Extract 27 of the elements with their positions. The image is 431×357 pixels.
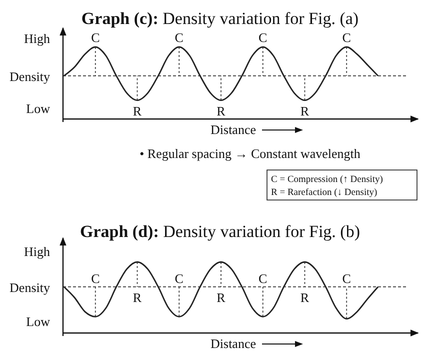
text: C: [174, 30, 184, 45]
chart-title: Graph (c): Density variation for Fig. (a): [81, 9, 359, 28]
annotation: R: [132, 290, 142, 305]
annotation: R: [300, 103, 310, 118]
text: High: [24, 31, 50, 46]
annotation: C: [258, 270, 268, 286]
text: High: [24, 244, 50, 259]
x-axis-title: Distance: [210, 336, 256, 351]
annotation: R: [216, 290, 226, 305]
annotation: C: [174, 270, 184, 286]
x-axis-title: Distance: [210, 122, 256, 137]
text: C = Compression (↑ Density): [271, 175, 383, 185]
text: C: [91, 30, 100, 45]
annotation: C: [91, 270, 100, 286]
ref-line-label: Density: [10, 68, 50, 84]
text: C: [258, 30, 268, 45]
annotation: C: [342, 270, 351, 286]
annotation: R: [216, 103, 226, 118]
annotation: R: [300, 290, 310, 305]
chart-title: Graph (d): Density variation for Fig. (b): [80, 222, 360, 241]
text: Low: [26, 101, 51, 116]
ref-line-label: Density: [10, 280, 50, 295]
text: R = Rarefaction (↓ Density): [271, 188, 378, 198]
annotation: R: [132, 103, 142, 118]
text: Low: [26, 314, 51, 329]
text: • Regular spacing → Constant wavelength: [140, 146, 361, 161]
text: C: [342, 30, 351, 45]
